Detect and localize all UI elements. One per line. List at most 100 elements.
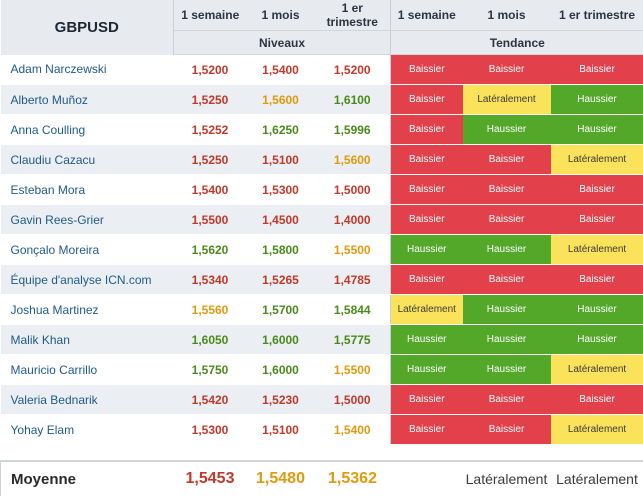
level-month: 1,5600 bbox=[247, 85, 315, 115]
trend-week: Baissier bbox=[391, 385, 463, 415]
analyst-name[interactable]: Anna Coulling bbox=[1, 115, 174, 145]
trend-quarter: Baissier bbox=[551, 55, 643, 85]
trend-quarter: Haussier bbox=[551, 85, 643, 115]
spacer-cell bbox=[1, 445, 174, 462]
level-month: 1,4500 bbox=[247, 205, 315, 235]
trend-month: Baissier bbox=[463, 415, 551, 445]
level-quarter: 1,5200 bbox=[315, 55, 391, 85]
trend-quarter: Haussier bbox=[551, 325, 643, 355]
spacer-row bbox=[1, 445, 643, 462]
level-quarter: 1,4785 bbox=[315, 265, 391, 295]
col-header-levels-month: 1 mois bbox=[247, 0, 315, 31]
level-quarter: 1,4000 bbox=[315, 205, 391, 235]
trend-quarter: Baissier bbox=[551, 385, 643, 415]
trend-quarter: Latéralement bbox=[551, 415, 643, 445]
level-week: 1,5560 bbox=[174, 295, 247, 325]
level-week: 1,5420 bbox=[174, 385, 247, 415]
analyst-name[interactable]: Adam Narczewski bbox=[1, 55, 174, 85]
level-week: 1,5500 bbox=[174, 205, 247, 235]
spacer-cell bbox=[247, 445, 315, 462]
average-level-quarter: 1,5362 bbox=[315, 461, 391, 496]
table-title: GBPUSD bbox=[1, 0, 174, 55]
analyst-name[interactable]: Malik Khan bbox=[1, 325, 174, 355]
level-quarter: 1,6100 bbox=[315, 85, 391, 115]
analyst-name[interactable]: Claudiu Cazacu bbox=[1, 145, 174, 175]
average-trend-month: Latéralement bbox=[463, 461, 551, 496]
level-week: 1,5300 bbox=[174, 415, 247, 445]
level-quarter: 1,5000 bbox=[315, 385, 391, 415]
trend-month: Haussier bbox=[463, 115, 551, 145]
level-month: 1,5700 bbox=[247, 295, 315, 325]
level-quarter: 1,5996 bbox=[315, 115, 391, 145]
level-week: 1,5340 bbox=[174, 265, 247, 295]
trend-week: Baissier bbox=[391, 145, 463, 175]
average-trend-quarter: Latéralement bbox=[551, 461, 643, 496]
level-month: 1,5230 bbox=[247, 385, 315, 415]
level-week: 1,5250 bbox=[174, 85, 247, 115]
level-month: 1,6250 bbox=[247, 115, 315, 145]
trend-month: Latéralement bbox=[463, 85, 551, 115]
trend-week: Baissier bbox=[391, 175, 463, 205]
trend-quarter: Baissier bbox=[551, 175, 643, 205]
spacer-cell bbox=[391, 445, 463, 462]
level-quarter: 1,5400 bbox=[315, 415, 391, 445]
col-header-levels-quarter: 1 er trimestre bbox=[315, 0, 391, 31]
analyst-name[interactable]: Gavin Rees-Grier bbox=[1, 205, 174, 235]
spacer-cell bbox=[463, 445, 551, 462]
analyst-name[interactable]: Équipe d'analyse ICN.com bbox=[1, 265, 174, 295]
spacer-cell bbox=[551, 445, 643, 462]
level-quarter: 1,5600 bbox=[315, 145, 391, 175]
level-quarter: 1,5000 bbox=[315, 175, 391, 205]
trend-quarter: Haussier bbox=[551, 295, 643, 325]
trend-month: Baissier bbox=[463, 385, 551, 415]
average-level-week: 1,5453 bbox=[174, 461, 247, 496]
average-trend-week: Baissier bbox=[391, 461, 463, 496]
trend-month: Baissier bbox=[463, 55, 551, 85]
trend-week: Baissier bbox=[391, 55, 463, 85]
level-week: 1,5252 bbox=[174, 115, 247, 145]
trend-quarter: Baissier bbox=[551, 205, 643, 235]
header-row-columns: GBPUSD 1 semaine 1 mois 1 er trimestre 1… bbox=[1, 0, 643, 31]
trend-week: Baissier bbox=[391, 115, 463, 145]
level-quarter: 1,5775 bbox=[315, 325, 391, 355]
analyst-name[interactable]: Gonçalo Moreira bbox=[1, 235, 174, 265]
level-quarter: 1,5500 bbox=[315, 235, 391, 265]
analyst-name[interactable]: Yohay Elam bbox=[1, 415, 174, 445]
trend-week: Baissier bbox=[391, 415, 463, 445]
level-month: 1,5400 bbox=[247, 55, 315, 85]
trend-quarter: Latéralement bbox=[551, 235, 643, 265]
trend-week: Haussier bbox=[391, 235, 463, 265]
level-week: 1,6050 bbox=[174, 325, 247, 355]
trend-month: Haussier bbox=[463, 355, 551, 385]
trend-quarter: Latéralement bbox=[551, 145, 643, 175]
analyst-name[interactable]: Alberto Muñoz bbox=[1, 85, 174, 115]
trend-month: Baissier bbox=[463, 145, 551, 175]
trend-week: Baissier bbox=[391, 265, 463, 295]
col-header-trend-month: 1 mois bbox=[463, 0, 551, 31]
level-week: 1,5200 bbox=[174, 55, 247, 85]
analyst-name[interactable]: Valeria Bednarik bbox=[1, 385, 174, 415]
level-month: 1,5800 bbox=[247, 235, 315, 265]
analyst-name[interactable]: Mauricio Carrillo bbox=[1, 355, 174, 385]
trend-month: Baissier bbox=[463, 265, 551, 295]
trend-month: Haussier bbox=[463, 235, 551, 265]
level-quarter: 1,5844 bbox=[315, 295, 391, 325]
analyst-name[interactable]: Joshua Martinez bbox=[1, 295, 174, 325]
level-month: 1,5300 bbox=[247, 175, 315, 205]
average-label: Moyenne bbox=[1, 461, 174, 496]
col-header-trend-week: 1 semaine bbox=[391, 0, 463, 31]
col-header-levels-week: 1 semaine bbox=[174, 0, 247, 31]
analyst-name[interactable]: Esteban Mora bbox=[1, 175, 174, 205]
spacer-cell bbox=[174, 445, 247, 462]
average-level-month: 1,5480 bbox=[247, 461, 315, 496]
